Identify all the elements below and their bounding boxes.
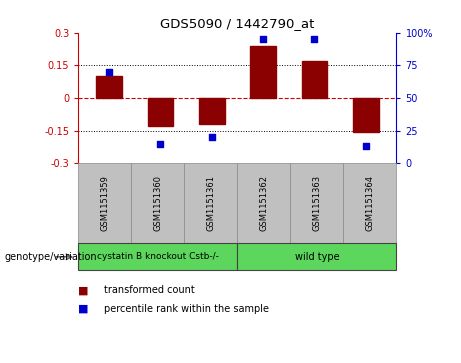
- Bar: [96, 76, 122, 98]
- Bar: [199, 98, 225, 124]
- Text: ■: ■: [78, 285, 89, 295]
- Bar: [301, 61, 327, 98]
- Point: [208, 134, 215, 140]
- Point: [260, 36, 267, 42]
- Text: wild type: wild type: [295, 252, 339, 262]
- Text: genotype/variation: genotype/variation: [5, 252, 97, 262]
- Point: [157, 141, 164, 147]
- Bar: [250, 46, 276, 98]
- Text: GSM1151362: GSM1151362: [260, 175, 268, 231]
- Bar: [148, 98, 173, 126]
- Point: [362, 143, 369, 149]
- Point: [106, 69, 113, 75]
- Text: transformed count: transformed count: [104, 285, 195, 295]
- Text: cystatin B knockout Cstb-/-: cystatin B knockout Cstb-/-: [97, 252, 219, 261]
- Text: GSM1151364: GSM1151364: [366, 175, 374, 231]
- Text: percentile rank within the sample: percentile rank within the sample: [104, 303, 269, 314]
- Title: GDS5090 / 1442790_at: GDS5090 / 1442790_at: [160, 17, 314, 30]
- Text: GSM1151360: GSM1151360: [154, 175, 162, 231]
- Text: GSM1151359: GSM1151359: [100, 175, 109, 231]
- Point: [311, 36, 318, 42]
- Text: GSM1151361: GSM1151361: [207, 175, 215, 231]
- Text: GSM1151363: GSM1151363: [313, 175, 321, 231]
- Bar: [353, 98, 378, 132]
- Text: ■: ■: [78, 303, 89, 314]
